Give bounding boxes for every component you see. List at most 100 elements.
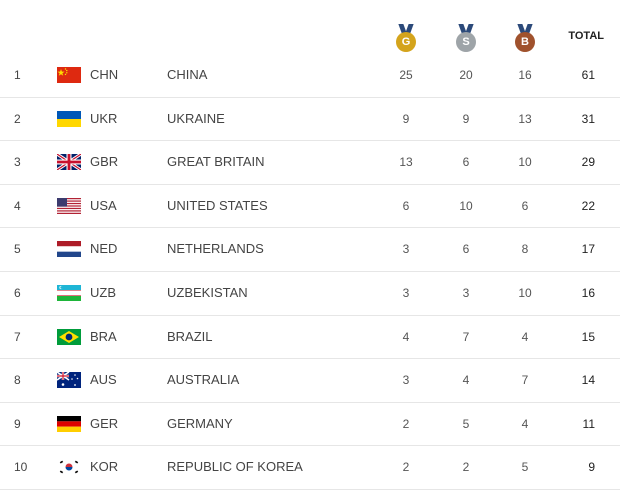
korea-flag-icon xyxy=(57,459,81,476)
country-name[interactable]: AUSTRALIA xyxy=(167,372,240,388)
china-flag-icon xyxy=(57,67,81,83)
great-britain-flag-icon xyxy=(57,154,81,171)
country-code: UKR xyxy=(90,110,118,126)
total-count: 29 xyxy=(581,155,595,170)
bronze-count: 10 xyxy=(518,155,532,170)
total-count: 9 xyxy=(588,460,595,475)
silver-count: 5 xyxy=(462,416,470,431)
total-count: 31 xyxy=(581,111,595,126)
rank-cell: 10 xyxy=(14,460,28,475)
total-column-header: TOTAL xyxy=(568,30,604,42)
country-code: CHN xyxy=(90,67,119,82)
rank-cell: 5 xyxy=(14,242,21,257)
country-code: BRA xyxy=(90,328,117,344)
country-name[interactable]: UNITED STATES xyxy=(167,197,268,213)
gold-count: 9 xyxy=(402,111,410,126)
country-code: NED xyxy=(90,241,118,257)
silver-count: 4 xyxy=(462,373,470,388)
country-code: USA xyxy=(90,197,117,213)
usa-flag-icon xyxy=(57,197,81,214)
table-row[interactable]: 8 AUS AUSTRALIA 3 4 7 14 xyxy=(0,359,620,403)
silver-count: 3 xyxy=(462,285,470,300)
bronze-count: 8 xyxy=(521,242,529,257)
gold-count: 3 xyxy=(402,285,410,300)
silver-count: 9 xyxy=(462,111,470,126)
bronze-count: 4 xyxy=(521,329,529,344)
gold-count: 6 xyxy=(402,198,410,213)
rank-cell: 2 xyxy=(14,111,21,126)
gold-count: 4 xyxy=(402,329,410,344)
country-code: AUS xyxy=(90,372,117,388)
netherlands-flag-icon xyxy=(57,241,81,258)
table-row[interactable]: 4 USA UNITED STATES 6 10 6 22 xyxy=(0,185,620,229)
table-row[interactable]: 7 BRA BRAZIL 4 7 4 15 xyxy=(0,316,620,360)
country-name[interactable]: UKRAINE xyxy=(167,110,225,126)
country-name[interactable]: BRAZIL xyxy=(167,328,213,344)
table-row[interactable]: 5 NED NETHERLANDS 3 6 8 17 xyxy=(0,228,620,272)
silver-count: 20 xyxy=(459,68,473,82)
bronze-count: 10 xyxy=(518,285,532,300)
country-code: KOR xyxy=(90,459,119,475)
country-name[interactable]: GREAT BRITAIN xyxy=(167,154,265,170)
country-code: GBR xyxy=(90,154,119,170)
bronze-medal-icon: B xyxy=(514,24,536,54)
table-row[interactable]: 3 GBR GREAT BRITAIN 13 6 10 29 xyxy=(0,141,620,185)
bronze-count: 16 xyxy=(518,68,532,82)
table-row[interactable]: 6 UZB UZBEKISTAN 3 3 10 16 xyxy=(0,272,620,316)
rank-cell: 9 xyxy=(14,416,21,431)
australia-flag-icon xyxy=(57,372,81,389)
table-row[interactable]: 10 KOR REPUBLIC OF KOREA 2 2 5 9 xyxy=(0,446,620,490)
total-count: 17 xyxy=(581,242,595,257)
germany-flag-icon xyxy=(57,415,81,432)
country-code: GER xyxy=(90,415,119,431)
rank-cell: 3 xyxy=(14,155,21,170)
silver-count: 7 xyxy=(462,329,470,344)
total-count: 15 xyxy=(581,329,595,344)
gold-count: 2 xyxy=(402,416,410,431)
bronze-count: 4 xyxy=(521,416,529,431)
table-row[interactable]: 9 GER GERMANY 2 5 4 11 xyxy=(0,403,620,447)
silver-count: 2 xyxy=(462,460,470,475)
rank-cell: 1 xyxy=(14,68,21,82)
silver-medal-letter: S xyxy=(456,32,476,52)
gold-count: 3 xyxy=(402,373,410,388)
silver-count: 6 xyxy=(462,242,470,257)
total-count: 16 xyxy=(581,285,595,300)
table-row[interactable]: 2 UKR UKRAINE 9 9 13 31 xyxy=(0,98,620,142)
rank-cell: 7 xyxy=(14,329,21,344)
country-name[interactable]: CHINA xyxy=(167,67,208,82)
rank-cell: 6 xyxy=(14,285,21,300)
gold-count: 13 xyxy=(399,155,413,170)
country-code: UZB xyxy=(90,284,116,300)
gold-count: 2 xyxy=(402,460,410,475)
gold-count: 3 xyxy=(402,242,410,257)
gold-medal-letter: G xyxy=(396,32,416,52)
uzbekistan-flag-icon xyxy=(57,284,81,301)
silver-count: 6 xyxy=(462,155,470,170)
bronze-count: 13 xyxy=(518,111,532,126)
total-count: 22 xyxy=(581,198,595,213)
country-name[interactable]: GERMANY xyxy=(167,415,233,431)
brazil-flag-icon xyxy=(57,328,81,345)
table-row[interactable]: 1 CHN CHINA 25 20 16 61 xyxy=(0,54,620,98)
country-name[interactable]: UZBEKISTAN xyxy=(167,284,248,300)
rank-cell: 8 xyxy=(14,373,21,388)
table-header: G S B TOTAL xyxy=(0,0,620,54)
country-name[interactable]: NETHERLANDS xyxy=(167,241,264,257)
silver-count: 10 xyxy=(459,198,473,213)
total-count: 61 xyxy=(581,68,595,82)
country-name[interactable]: REPUBLIC OF KOREA xyxy=(167,459,303,475)
bronze-medal-letter: B xyxy=(515,32,535,52)
bronze-count: 6 xyxy=(521,198,529,213)
gold-count: 25 xyxy=(399,68,413,82)
rank-cell: 4 xyxy=(14,198,21,213)
total-count: 11 xyxy=(582,416,595,431)
gold-medal-icon: G xyxy=(395,24,417,54)
bronze-count: 7 xyxy=(521,373,529,388)
table-body: 1 CHN CHINA 25 20 16 61 2 UKR UKRAINE 9 … xyxy=(0,54,620,490)
ukraine-flag-icon xyxy=(57,110,81,127)
silver-medal-icon: S xyxy=(455,24,477,54)
bronze-count: 5 xyxy=(521,460,529,475)
total-count: 14 xyxy=(581,373,595,388)
